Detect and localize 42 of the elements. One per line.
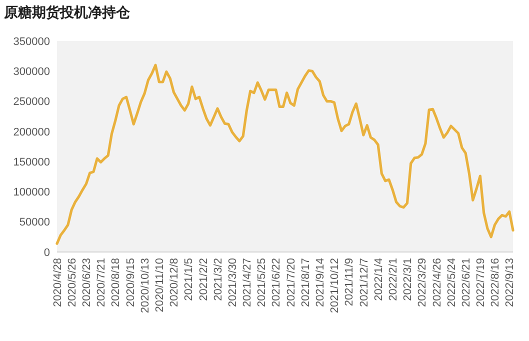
- x-tick-label: 2021/7/20: [285, 258, 298, 307]
- x-tick-label: 2022/3/1: [402, 258, 414, 301]
- x-tick-label: 2021/6/22: [270, 258, 283, 307]
- x-tick-label: 2021/11/9: [344, 258, 356, 306]
- x-tick-label: 2021/2/2: [198, 258, 210, 301]
- x-tick-label: 2022/3/29: [416, 258, 429, 307]
- y-tick-label: 100000: [13, 186, 50, 199]
- y-tick-label: 300000: [13, 66, 50, 78]
- y-tick-label: 150000: [13, 156, 50, 168]
- x-tick-label: 2021/12/7: [358, 258, 370, 307]
- x-tick-label: 2022/7/19: [475, 258, 488, 307]
- x-tick-label: 2020/7/21: [96, 258, 108, 307]
- x-tick-label: 2021/5/25: [256, 258, 268, 307]
- x-tick-label: 2020/10/13: [139, 258, 152, 314]
- x-tick-label: 2021/1/5: [183, 258, 196, 301]
- x-tick-label: 2020/5/26: [66, 258, 78, 307]
- line-series: [56, 64, 514, 245]
- x-tick-label: 2020/4/28: [52, 258, 64, 307]
- y-tick-label: 200000: [13, 126, 50, 138]
- x-tick-label: 2021/3/2: [212, 258, 224, 301]
- x-tick-label: 2020/8/18: [110, 258, 122, 307]
- x-tick-label: 2020/6/23: [81, 258, 94, 307]
- x-tick-label: 2021/8/17: [300, 258, 312, 307]
- x-tick-label: 2021/3/30: [226, 258, 239, 307]
- y-tick-label: 350000: [13, 36, 50, 48]
- x-tick-label: 2022/4/26: [431, 258, 444, 307]
- x-tick-label: 2021/9/14: [314, 258, 327, 307]
- x-tick-label: 2022/6/21: [460, 258, 472, 307]
- x-tick-label: 2020/9/15: [124, 258, 137, 307]
- x-tick-label: 2021/10/12: [329, 258, 342, 314]
- chart-title: 原糖期货投机净持仓: [3, 4, 131, 20]
- x-tick-label: 2020/12/8: [168, 258, 181, 307]
- x-tick-label: 2022/5/24: [446, 258, 458, 307]
- x-tick-label: 2022/8/16: [490, 258, 502, 307]
- x-tick-label: 2022/9/13: [504, 258, 516, 307]
- x-tick-label: 2022/2/1: [387, 258, 400, 301]
- x-tick-label: 2021/4/27: [242, 258, 254, 307]
- x-tick-label: 2020/11/10: [154, 258, 166, 312]
- y-tick-label: 250000: [13, 96, 50, 108]
- y-tick-label: 50000: [19, 216, 50, 229]
- y-tick-label: 0: [44, 246, 50, 259]
- x-tick-label: 2022/1/4: [372, 258, 385, 301]
